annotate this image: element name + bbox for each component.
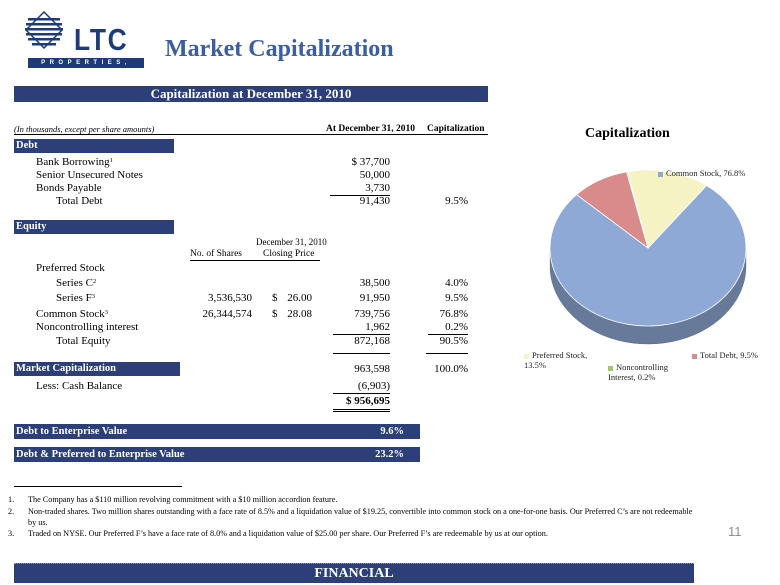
header-rule <box>14 134 488 135</box>
bonds-payable-value: 3,730 <box>330 182 390 196</box>
series-f-price-symbol: $ <box>272 292 278 304</box>
debt-preferred-to-ev-value: 23.2% <box>375 449 404 460</box>
logo-text: LTC <box>74 22 129 57</box>
pie-label-total-debt: Total Debt, 9.5% <box>692 350 770 360</box>
column-header-date: At December 31, 2010 <box>326 124 415 134</box>
noncontrolling-interest-pct: 0.2% <box>428 321 468 335</box>
total-equity-value: 872,168 <box>354 335 390 347</box>
total-equity-label: Total Equity <box>56 335 111 347</box>
noncontrolling-interest-label: Noncontrolling interest <box>36 321 139 333</box>
equity-subheader-date: December 31, 2010 <box>256 237 327 247</box>
series-c-label: Series C2 <box>56 277 97 289</box>
enterprise-value: $ 956,695 <box>346 395 390 407</box>
page-number: 11 <box>728 524 742 539</box>
pie-label-noncontrolling: Noncontrolling Interest, 0.2% <box>608 362 668 382</box>
total-debt-pct: 9.5% <box>445 195 468 207</box>
market-cap-band: Market Capitalization <box>14 362 180 376</box>
subheader-rule <box>190 260 320 261</box>
common-stock-price-symbol: $ <box>272 308 278 320</box>
ev-rule-bottom-2 <box>333 411 390 412</box>
capitalization-band: Capitalization at December 31, 2010 <box>14 86 488 102</box>
pie-label-common-stock: Common Stock, 76.8% <box>658 168 745 178</box>
debt-preferred-to-ev-band: Debt & Preferred to Enterprise Value 23.… <box>14 447 420 462</box>
subtotal-rule-pct <box>426 353 468 354</box>
footnote-rule <box>14 486 182 487</box>
series-f-shares: 3,536,530 <box>208 292 252 304</box>
bonds-payable-label: Bonds Payable <box>36 182 102 194</box>
total-equity-pct: 90.5% <box>439 335 468 347</box>
chart-title: Capitalization <box>585 126 670 141</box>
logo-subtext: PROPERTIES, INC. <box>28 58 144 76</box>
total-debt-label: Total Debt <box>56 195 103 207</box>
ev-rule-bottom-1 <box>333 409 390 410</box>
senior-notes-value: 50,000 <box>359 169 390 181</box>
price-column-header: Closing Price <box>263 249 315 259</box>
debt-to-ev-band: Debt to Enterprise Value 9.6% <box>14 424 420 439</box>
pie-slice-common-stock <box>549 184 747 327</box>
footnote-2: 2. Non-traded shares. Two million shares … <box>8 507 693 527</box>
series-f-pct: 9.5% <box>445 292 468 304</box>
common-stock-pct: 76.8% <box>439 308 468 320</box>
series-c-pct: 4.0% <box>445 277 468 289</box>
section-debt: Debt <box>14 139 174 153</box>
noncontrolling-interest-value: 1,962 <box>333 321 390 335</box>
total-debt-value: 91,430 <box>359 195 390 207</box>
section-equity: Equity <box>14 220 174 234</box>
common-stock-price: 28.08 <box>287 308 312 320</box>
footnote-3: 3. Traded on NYSE. Our Preferred F’s have… <box>8 529 548 538</box>
common-stock-value: 739,756 <box>354 308 390 320</box>
bank-borrowing-value: $ 37,700 <box>351 156 391 168</box>
footer-band: FINANCIAL <box>14 563 694 583</box>
pie-label-preferred-stock: Preferred Stock, 13.5% <box>524 350 588 370</box>
footnote-1: 1. The Company has a $110 million revolvi… <box>8 495 338 504</box>
capitalization-pie-chart <box>549 169 747 345</box>
common-stock-shares: 26,344,574 <box>202 308 253 320</box>
preferred-stock-label: Preferred Stock <box>36 262 105 274</box>
pie-slice-preferred-stock <box>627 169 708 249</box>
ltc-logo <box>24 10 64 50</box>
units-note: (In thousands, except per share amounts) <box>14 124 155 134</box>
series-f-price: 26.00 <box>287 292 312 304</box>
market-cap-value: 963,598 <box>354 363 390 375</box>
senior-notes-label: Senior Unsecured Notes <box>36 169 143 181</box>
common-stock-label: Common Stock3 <box>36 308 109 320</box>
debt-to-ev-value: 9.6% <box>380 426 404 437</box>
bank-borrowing-label: Bank Borrowing1 <box>36 156 113 168</box>
market-cap-pct: 100.0% <box>434 363 468 375</box>
ev-rule-top <box>333 393 390 394</box>
series-f-label: Series F3 <box>56 292 95 304</box>
cash-balance-value: (6,903) <box>357 380 390 392</box>
subtotal-rule <box>333 353 390 354</box>
series-f-value: 91,950 <box>359 292 390 304</box>
series-c-value: 38,500 <box>359 277 390 289</box>
column-header-capitalization: Capitalization <box>427 124 485 134</box>
shares-column-header: No. of Shares <box>190 249 242 259</box>
cash-balance-label: Less: Cash Balance <box>36 380 123 392</box>
page-title: Market Capitalization <box>165 36 394 62</box>
